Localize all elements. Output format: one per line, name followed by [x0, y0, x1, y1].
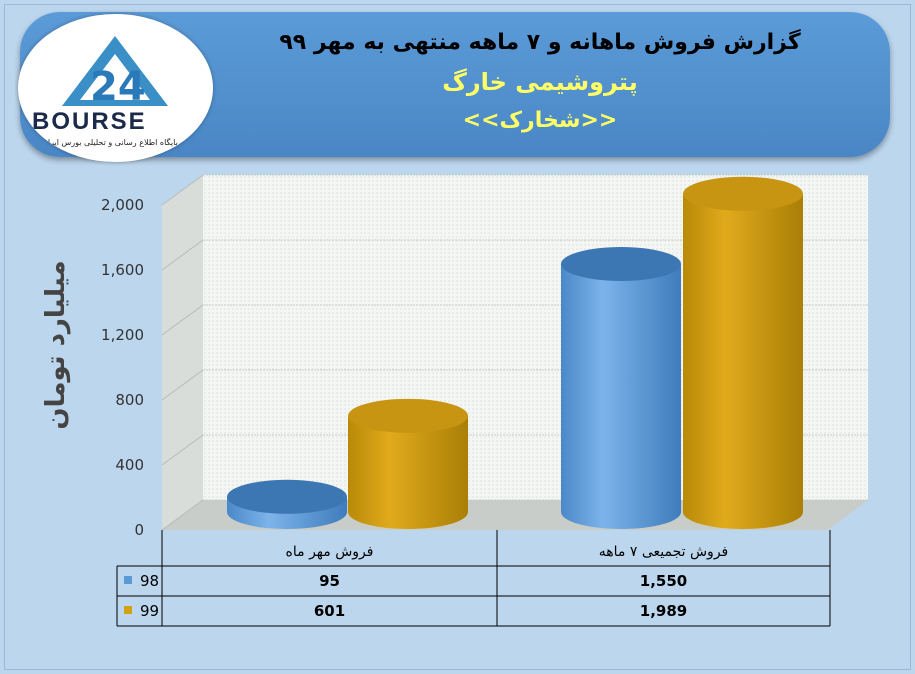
logo-number: 24 [90, 64, 146, 110]
logo-text: BOURSE [32, 108, 147, 135]
bar-top [227, 479, 347, 514]
bars [227, 176, 803, 529]
y-tick-label: 800 [115, 391, 144, 409]
y-tick-label: 1,200 [101, 326, 144, 344]
ticker-symbol: <<شخارک>> [462, 108, 618, 133]
grid-line-side [161, 369, 204, 401]
grid-line-side [161, 174, 204, 206]
data-label: 1,989 [640, 602, 687, 620]
grid-line-side [161, 304, 204, 336]
y-tick-labels: 0 400 800 1,200 1,600 2,000 [101, 196, 144, 539]
y-tick-label: 400 [115, 456, 144, 474]
bar [683, 176, 803, 529]
logo-subtitle: پایگاه اطلاع رسانی و تحلیلی بورس ایران [42, 138, 178, 147]
legend-swatch [124, 576, 132, 584]
category-label: فروش تجمیعی ۷ ماهه [599, 544, 728, 560]
grid-line-side [161, 239, 204, 271]
bar-top [683, 176, 803, 211]
company-name: پتروشیمی خارگ [442, 68, 638, 96]
bar-top [561, 247, 681, 281]
bourse-logo: 24 BOURSE پایگاه اطلاع رسانی و تحلیلی بو… [18, 14, 213, 162]
y-tick-label: 2,000 [101, 196, 144, 214]
bar [561, 247, 681, 529]
logo-triangle-inner [80, 54, 150, 100]
bar [348, 398, 468, 529]
bar-body [683, 193, 803, 529]
bar-top [348, 398, 468, 433]
legend-swatch [124, 606, 132, 614]
y-tick-label: 0 [134, 521, 144, 539]
bar [227, 479, 347, 529]
grid [161, 174, 868, 531]
bar-body [561, 264, 681, 529]
legend-label: 99 [140, 602, 159, 620]
plot-side-wall [162, 175, 203, 530]
grid-line-side [161, 499, 204, 531]
report-title: گزارش فروش ماهانه و ۷ ماهه منتهی به مهر … [279, 30, 801, 55]
category-label: فروش مهر ماه [286, 544, 374, 560]
data-label: 1,550 [640, 572, 687, 590]
data-label: 601 [314, 602, 345, 620]
legend-label: 98 [140, 572, 159, 590]
y-tick-label: 1,600 [101, 261, 144, 279]
data-label: 95 [319, 572, 340, 590]
bar-body [348, 415, 468, 529]
data-table: فروش مهر ماه فروش تجمیعی ۷ ماهه 98 95 1,550 9… [116, 530, 831, 627]
grid-line-side [161, 434, 204, 466]
logo-mark-icon: 24 [62, 36, 168, 110]
